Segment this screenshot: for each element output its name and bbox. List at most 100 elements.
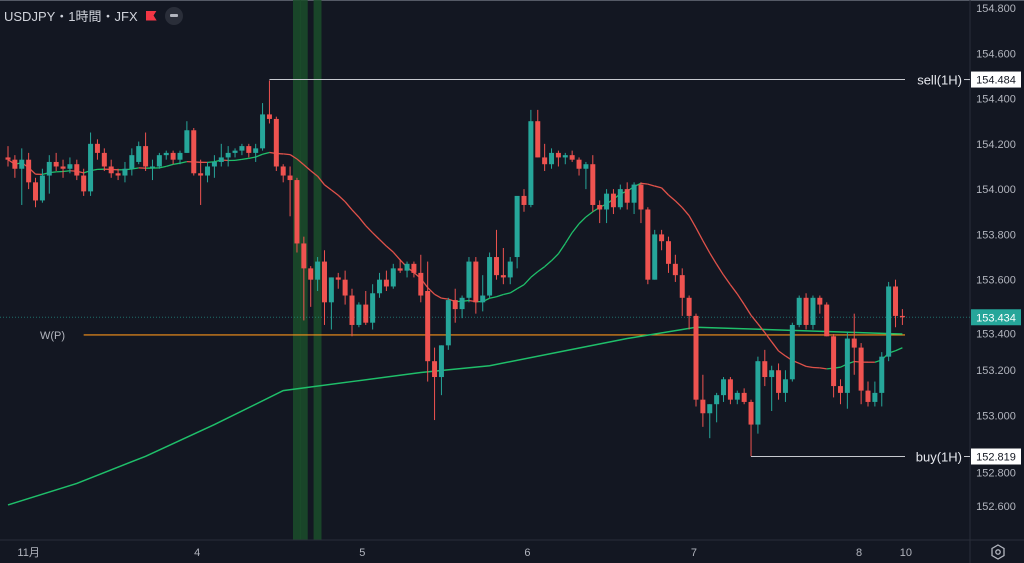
candle-down[interactable]	[700, 399, 706, 414]
candle-down[interactable]	[335, 277, 341, 280]
candle-down[interactable]	[246, 146, 252, 153]
candle-down[interactable]	[308, 268, 314, 280]
candle-down[interactable]	[679, 275, 685, 298]
candle-down[interactable]	[865, 390, 871, 402]
candle-down[interactable]	[893, 286, 899, 316]
candle-down[interactable]	[590, 164, 596, 205]
candle-up[interactable]	[604, 193, 610, 210]
candle-up[interactable]	[377, 279, 383, 294]
candle-down[interactable]	[349, 295, 355, 325]
candle-up[interactable]	[218, 157, 224, 162]
candle-down[interactable]	[53, 161, 59, 167]
candle-up[interactable]	[528, 121, 534, 205]
candle-down[interactable]	[5, 157, 11, 160]
minus-circle-icon[interactable]	[164, 6, 183, 25]
candle-up[interactable]	[211, 161, 217, 167]
candle-up[interactable]	[390, 268, 396, 287]
candle-down[interactable]	[748, 401, 754, 425]
settings-hexagon-icon[interactable]	[990, 544, 1006, 560]
candle-up[interactable]	[205, 166, 211, 176]
candle-up[interactable]	[122, 168, 128, 176]
candle-down[interactable]	[542, 157, 548, 165]
candle-up[interactable]	[356, 304, 362, 325]
candle-up[interactable]	[232, 150, 238, 153]
candle-down[interactable]	[12, 159, 18, 169]
candle-down[interactable]	[686, 297, 692, 316]
candle-down[interactable]	[170, 152, 176, 160]
candle-down[interactable]	[397, 268, 403, 271]
candle-down[interactable]	[115, 173, 121, 176]
candle-down[interactable]	[597, 204, 603, 210]
candle-down[interactable]	[858, 347, 864, 391]
candle-up[interactable]	[810, 297, 816, 325]
candle-down[interactable]	[610, 193, 616, 208]
candle-down[interactable]	[645, 209, 651, 280]
candle-up[interactable]	[260, 114, 266, 149]
candle-down[interactable]	[776, 370, 782, 393]
candle-down[interactable]	[418, 272, 424, 296]
candle-up[interactable]	[549, 152, 555, 165]
candle-up[interactable]	[438, 345, 444, 378]
candle-down[interactable]	[727, 379, 733, 400]
candle-up[interactable]	[225, 152, 231, 158]
candle-up[interactable]	[617, 189, 623, 208]
candle-up[interactable]	[714, 395, 720, 405]
candle-up[interactable]	[734, 392, 740, 400]
candle-up[interactable]	[39, 175, 45, 201]
candle-up[interactable]	[404, 263, 410, 271]
candle-down[interactable]	[198, 173, 204, 176]
candle-up[interactable]	[707, 404, 713, 414]
candle-up[interactable]	[721, 379, 727, 396]
candle-up[interactable]	[507, 261, 513, 278]
candle-down[interactable]	[143, 146, 149, 167]
candle-down[interactable]	[831, 336, 837, 387]
candle-up[interactable]	[879, 356, 885, 393]
candle-down[interactable]	[535, 121, 541, 158]
candle-up[interactable]	[487, 257, 493, 296]
candle-down[interactable]	[294, 180, 300, 244]
candle-up[interactable]	[844, 338, 850, 393]
candle-up[interactable]	[755, 361, 761, 425]
candle-up[interactable]	[88, 143, 94, 192]
candle-down[interactable]	[81, 175, 87, 192]
candle-up[interactable]	[19, 159, 25, 169]
candle-down[interactable]	[363, 304, 369, 323]
candle-down[interactable]	[672, 263, 678, 276]
candle-down[interactable]	[94, 143, 100, 153]
candle-up[interactable]	[562, 155, 568, 158]
candle-down[interactable]	[569, 155, 575, 160]
candle-up[interactable]	[67, 164, 73, 169]
candle-down[interactable]	[452, 300, 458, 310]
candle-up[interactable]	[328, 277, 334, 303]
candle-down[interactable]	[665, 241, 671, 264]
candle-down[interactable]	[273, 118, 279, 167]
symbol-title[interactable]: USDJPY・1時間・JFX	[4, 9, 138, 24]
candle-up[interactable]	[769, 370, 775, 378]
candle-up[interactable]	[46, 161, 52, 176]
candle-down[interactable]	[576, 159, 582, 169]
candle-down[interactable]	[851, 338, 857, 348]
candle-up[interactable]	[136, 146, 142, 162]
candle-up[interactable]	[872, 392, 878, 402]
candle-up[interactable]	[177, 152, 183, 160]
candle-up[interactable]	[480, 295, 486, 303]
candle-up[interactable]	[466, 261, 472, 298]
candle-up[interactable]	[789, 324, 795, 380]
candle-up[interactable]	[782, 379, 788, 393]
candle-up[interactable]	[156, 155, 162, 167]
candle-down[interactable]	[266, 114, 272, 119]
candle-down[interactable]	[321, 261, 327, 303]
candle-down[interactable]	[473, 261, 479, 303]
candle-up[interactable]	[239, 146, 245, 151]
candle-down[interactable]	[693, 315, 699, 400]
candle-up[interactable]	[184, 130, 190, 153]
candle-up[interactable]	[370, 293, 376, 323]
candle-down[interactable]	[432, 361, 438, 378]
candle-up[interactable]	[886, 286, 892, 357]
candle-down[interactable]	[555, 152, 561, 158]
red-flag-icon[interactable]	[145, 10, 157, 21]
candle-down[interactable]	[301, 243, 307, 269]
candle-down[interactable]	[741, 392, 747, 402]
candle-up[interactable]	[149, 166, 155, 168]
